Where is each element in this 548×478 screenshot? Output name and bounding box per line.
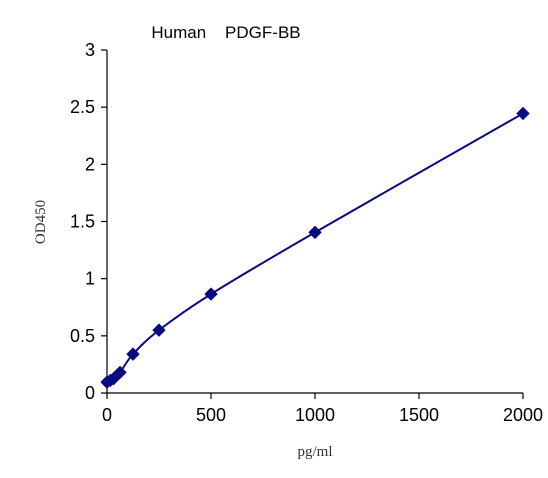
y-axis-ticks: 0 0.5 1 1.5 2 2.5 3: [70, 40, 107, 403]
data-point-marker: [308, 225, 322, 240]
x-tick-label: 0: [102, 405, 112, 425]
x-tick-label: 1000: [295, 405, 335, 425]
y-axis-title: OD450: [33, 200, 49, 244]
data-point-marker: [106, 372, 121, 386]
data-point-marker: [152, 323, 166, 337]
y-tick-label: 0: [85, 383, 95, 403]
x-tick-label: 2000: [503, 405, 543, 425]
x-axis-ticks: 0 500 1000 1500 2000: [102, 393, 543, 425]
data-point-marker: [516, 106, 530, 121]
y-tick-label: 2: [85, 154, 95, 174]
y-tick-label: 3: [85, 40, 95, 60]
x-tick-label: 500: [196, 405, 226, 425]
chart-title: Human PDGF-BB: [151, 23, 300, 42]
x-axis-title: pg/ml: [297, 444, 332, 460]
y-tick-label: 1: [85, 269, 95, 289]
data-point-marker: [126, 347, 140, 361]
data-point-marker: [204, 287, 218, 301]
data-points: [100, 106, 530, 389]
y-tick-label: 2.5: [70, 97, 95, 117]
y-tick-label: 1.5: [70, 212, 95, 232]
x-tick-label: 1500: [399, 405, 439, 425]
y-tick-label: 0.5: [70, 326, 95, 346]
data-point-marker: [113, 365, 127, 380]
fit-curve: [106, 112, 524, 384]
